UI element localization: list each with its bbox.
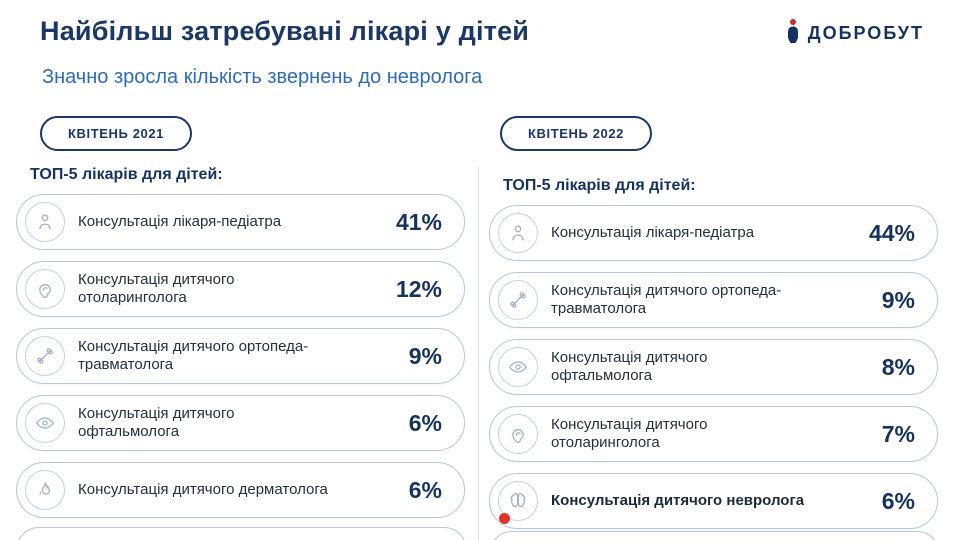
card-list-2021: Консультація лікаря-педіатра 41% Консуль… [16,194,465,518]
column-divider [478,166,479,540]
page-title: Найбільш затребувані лікарі у дітей [40,16,530,46]
card-neurologist-highlighted: Консультація дитячого невролога 6% [489,473,938,529]
column-heading: ТОП-5 лікарів для дітей: [30,166,223,183]
ear-icon [498,414,538,454]
badge-april-2021: КВІТЕНЬ 2021 [40,116,193,151]
column-2022: ТОП-5 лікарів для дітей: Консультація лі… [489,177,938,529]
card-ophthalmologist: Консультація дитячого офтальмолога 6% [16,395,465,451]
eye-icon [498,347,538,387]
partial-card-right [489,531,940,540]
brand-logo: ДОБРОБУТ [785,18,924,49]
brand-name: ДОБРОБУТ [807,23,924,43]
card-ophthalmologist: Консультація дитячого офтальмолога 8% [489,339,938,395]
card-value: 8% [881,353,915,380]
card-pediatrician: Консультація лікаря-педіатра 41% [16,194,465,250]
card-value: 9% [881,286,915,313]
card-otolaryngologist: Консультація дитячого отоларинголога 7% [489,406,938,462]
card-value: 6% [408,409,442,436]
card-pediatrician: Консультація лікаря-педіатра 44% [489,205,938,261]
pediatrician-icon [25,202,65,242]
card-label: Консультація лікаря-педіатра [551,224,755,242]
card-label: Консультація лікаря-педіатра [78,213,282,231]
partial-card-left [16,527,467,540]
badge-april-2022: КВІТЕНЬ 2022 [500,116,653,151]
card-dermatologist: Консультація дитячого дерматолога 6% [16,462,465,518]
card-value: 6% [408,476,442,503]
card-value: 7% [881,420,915,447]
card-value: 9% [408,342,442,369]
column-heading: ТОП-5 лікарів для дітей: [503,177,696,194]
card-label: Консультація дитячого офтальмолога [551,349,708,384]
highlight-red-dot [499,513,510,524]
card-orthopedist: Консультація дитячого ортопеда-травматол… [489,272,938,328]
card-label: Консультація дитячого отоларинголога [78,271,235,306]
card-value: 12% [395,275,442,302]
card-label: Консультація дитячого невролога [551,492,805,510]
ear-icon [25,269,65,309]
card-label: Консультація дитячого дерматолога [78,481,328,499]
card-label: Консультація дитячого офтальмолога [78,405,235,440]
bone-icon [25,336,65,376]
dobrobut-logo-icon [785,18,801,49]
pediatrician-icon [498,213,538,253]
card-value: 6% [881,487,915,514]
card-value: 44% [868,219,915,246]
card-list-2022: Консультація лікаря-педіатра 44% Консуль… [489,205,938,529]
card-orthopedist: Консультація дитячого ортопеда-травматол… [16,328,465,384]
card-otolaryngologist: Консультація дитячого отоларинголога 12% [16,261,465,317]
column-2021: ТОП-5 лікарів для дітей: Консультація лі… [16,166,465,518]
eye-icon [25,403,65,443]
card-label: Консультація дитячого ортопеда-травматол… [78,338,309,373]
page-subtitle: Значно зросла кількість звернень до невр… [42,66,483,88]
card-label: Консультація дитячого отоларинголога [551,416,708,451]
bone-icon [498,280,538,320]
flame-icon [25,470,65,510]
card-value: 41% [395,208,442,235]
card-label: Консультація дитячого ортопеда-травматол… [551,282,782,317]
